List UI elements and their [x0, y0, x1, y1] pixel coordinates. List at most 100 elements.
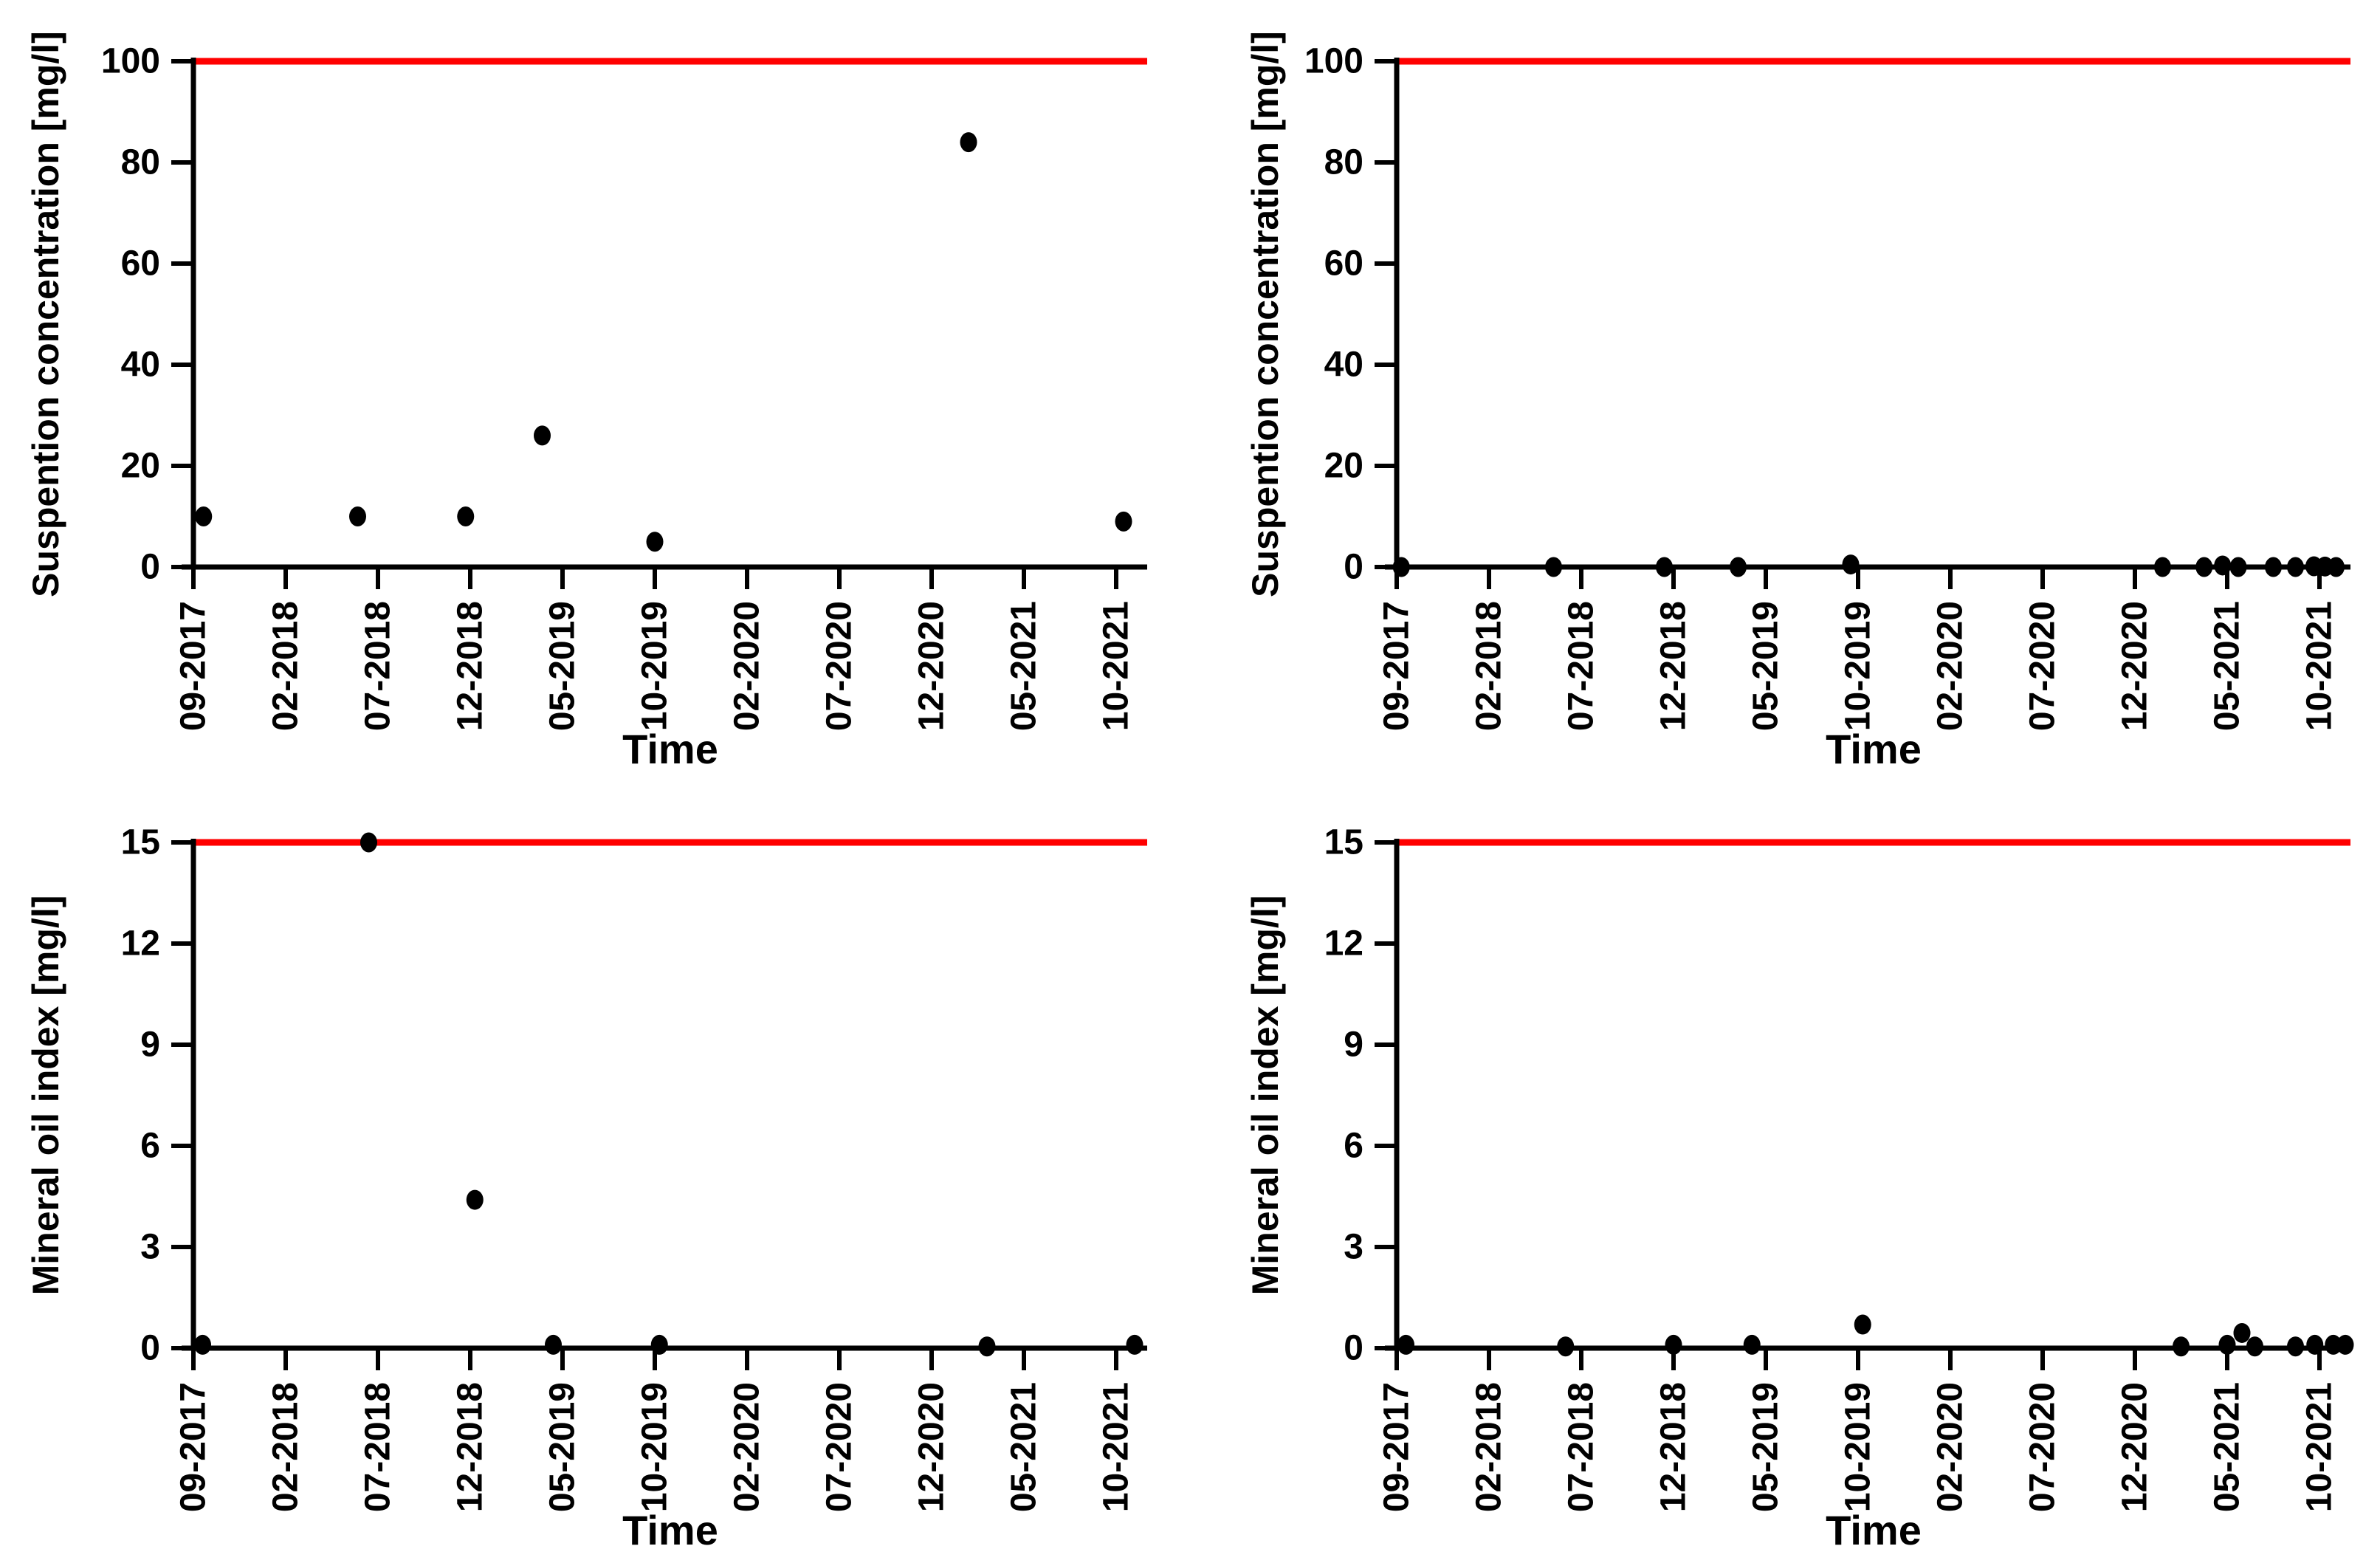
x-axis-label: Time — [1826, 1507, 1922, 1553]
data-point — [650, 1334, 668, 1355]
data-point — [360, 832, 377, 853]
x-axis-label: Time — [1826, 726, 1922, 772]
y-tick-label: 20 — [1324, 447, 1363, 486]
x-tick-label: 10-2021 — [1097, 601, 1136, 731]
data-point — [2287, 1336, 2304, 1357]
x-tick-label: 12-2018 — [451, 601, 490, 731]
x-tick-label: 09-2017 — [174, 1382, 213, 1512]
y-axis-label: Suspention concentration [mg/l] — [1245, 31, 1286, 597]
chart-suspension-concentration-right: 0 20 40 60 80 100 09-2017 02-2018 07-2018 12-2018… — [1190, 0, 2380, 781]
x-tick-label: 02-2018 — [266, 1382, 306, 1512]
x-tick-label: 12-2018 — [1654, 1382, 1693, 1512]
x-tick-label: 10-2019 — [636, 1382, 675, 1512]
y-axis-label: Mineral oil index [mg/l] — [25, 896, 66, 1296]
data-point — [195, 506, 213, 526]
x-axis-label: Time — [622, 726, 718, 772]
x-tick-label: 12-2020 — [2116, 601, 2155, 731]
data-point — [2325, 1334, 2342, 1355]
chart-svg-mineral-right: 0 3 6 9 12 15 09-2017 02-2018 07-2018 12-2018 05-2… — [1245, 823, 2354, 1553]
data-point — [466, 1189, 484, 1210]
data-point — [1126, 1334, 1143, 1355]
x-tick-label: 02-2018 — [1470, 601, 1509, 731]
y-tick-label: 3 — [1344, 1228, 1363, 1267]
data-point — [2154, 557, 2171, 577]
x-tick-label: 07-2020 — [820, 1382, 859, 1512]
x-tick-label: 07-2018 — [1562, 1382, 1601, 1512]
x-tick-label: 10-2021 — [1097, 1382, 1136, 1512]
x-tick-label: 09-2017 — [174, 601, 213, 731]
data-point — [457, 506, 475, 526]
data-point — [2214, 555, 2232, 576]
y-tick-label: 9 — [1344, 1026, 1363, 1065]
x-tick-label: 05-2021 — [2208, 601, 2247, 731]
data-point — [2173, 1336, 2190, 1357]
data-point — [2195, 557, 2213, 577]
data-point — [1665, 1334, 1682, 1355]
y-tick-label: 40 — [1324, 346, 1363, 385]
x-tick-label: 07-2018 — [359, 601, 398, 731]
data-point — [1397, 1334, 1414, 1355]
data-point — [1656, 557, 1673, 577]
y-tick-label: 6 — [1344, 1127, 1363, 1166]
y-tick-label: 15 — [1324, 823, 1363, 862]
x-tick-label: 02-2018 — [1470, 1382, 1509, 1512]
chart-svg-suspension-right: 0 20 40 60 80 100 09-2017 02-2018 07-2018 12-2018… — [1245, 31, 2350, 772]
data-point — [349, 506, 366, 526]
x-tick-label: 05-2021 — [1005, 1382, 1044, 1512]
data-point — [1392, 557, 1410, 577]
y-tick-label: 0 — [140, 548, 160, 587]
x-tick-label: 10-2021 — [2300, 1382, 2339, 1512]
x-tick-label: 09-2017 — [1378, 1382, 1417, 1512]
chart-svg-mineral-left: 0 3 6 9 12 15 09-2017 02-2018 07-2018 12-2018 05-2… — [25, 823, 1147, 1553]
data-point — [545, 1334, 562, 1355]
y-tick-label: 9 — [140, 1026, 160, 1065]
x-tick-label: 12-2020 — [912, 601, 952, 731]
data-point — [2218, 1334, 2236, 1355]
y-tick-label: 12 — [1324, 924, 1363, 963]
x-tick-label: 12-2020 — [2116, 1382, 2155, 1512]
x-tick-label: 02-2020 — [1931, 1382, 1970, 1512]
y-tick-label: 60 — [1324, 244, 1363, 284]
x-tick-label: 02-2020 — [728, 601, 767, 731]
x-tick-label: 10-2019 — [1839, 1382, 1878, 1512]
y-tick-label: 20 — [121, 447, 160, 486]
x-tick-label: 05-2019 — [1747, 1382, 1786, 1512]
data-point — [2229, 557, 2247, 577]
y-tick-label: 100 — [101, 42, 160, 81]
y-tick-label: 60 — [121, 244, 160, 284]
y-tick-label: 12 — [121, 924, 160, 963]
data-point — [646, 532, 664, 552]
x-tick-label: 12-2020 — [912, 1382, 952, 1512]
data-point — [1545, 557, 1562, 577]
chart-suspension-concentration-left: 0 20 40 60 80 100 09-2017 02-2018 07-2018 12-2018… — [0, 0, 1190, 781]
data-point — [2328, 557, 2345, 577]
y-tick-label: 40 — [121, 346, 160, 385]
x-axis-label: Time — [622, 1507, 718, 1553]
y-tick-label: 80 — [1324, 143, 1363, 182]
data-point — [2336, 1334, 2354, 1355]
x-tick-label: 10-2019 — [1839, 601, 1878, 731]
x-tick-label: 12-2018 — [1654, 601, 1693, 731]
data-point — [194, 1334, 211, 1355]
chart-mineral-oil-index-left: 0 3 6 9 12 15 09-2017 02-2018 07-2018 12-2018 05-2… — [0, 781, 1190, 1563]
data-point — [1730, 557, 1747, 577]
x-tick-label: 10-2021 — [2300, 601, 2339, 731]
x-tick-label: 02-2020 — [728, 1382, 767, 1512]
data-point — [978, 1336, 996, 1357]
chart-mineral-oil-index-right: 0 3 6 9 12 15 09-2017 02-2018 07-2018 12-2018 05-2… — [1190, 781, 2380, 1563]
data-point — [2246, 1336, 2263, 1357]
chart-svg-suspension-left: 0 20 40 60 80 100 09-2017 02-2018 07-2018 12-2018… — [25, 31, 1147, 772]
data-point — [2287, 557, 2304, 577]
data-point — [960, 132, 977, 153]
x-tick-label: 05-2019 — [1747, 601, 1786, 731]
x-tick-label: 07-2018 — [1562, 601, 1601, 731]
x-tick-label: 12-2018 — [451, 1382, 490, 1512]
data-point — [1842, 554, 1860, 575]
data-point — [1115, 511, 1132, 532]
y-tick-label: 80 — [121, 143, 160, 182]
y-tick-label: 100 — [1304, 42, 1363, 81]
data-point — [2233, 1322, 2251, 1343]
x-tick-label: 05-2021 — [2208, 1382, 2247, 1512]
x-tick-label: 07-2020 — [2023, 601, 2063, 731]
